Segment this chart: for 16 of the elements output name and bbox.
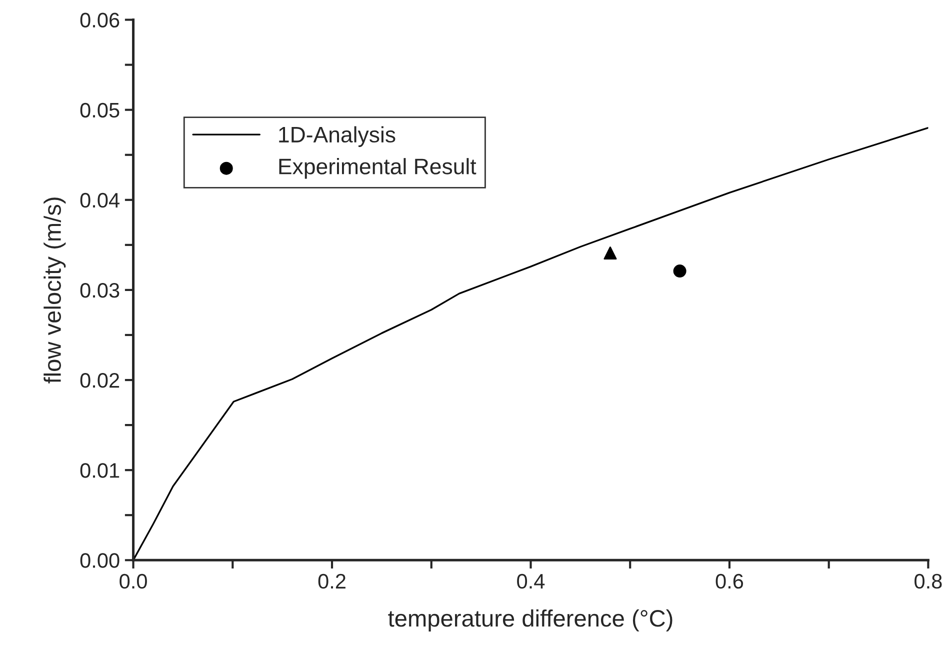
y-tick-label: 0.06 [80, 12, 120, 28]
y-tick-label: 0.05 [80, 102, 120, 118]
y-tick-label: 0.02 [80, 373, 120, 388]
y-axis-title: flow velocity (m/s) [44, 198, 66, 384]
x-tick-label: 0.8 [914, 574, 942, 589]
y-tick-label: 0.00 [80, 553, 120, 568]
x-tick-label: 0.4 [517, 574, 545, 589]
y-tick-label: 0.04 [80, 192, 120, 208]
y-tick-label: 0.03 [80, 282, 120, 298]
x-tick-label: 0.6 [716, 574, 744, 589]
x-tick-label: 0.2 [318, 574, 346, 589]
x-tick-label: 0.0 [120, 574, 147, 589]
y-tick-label: 0.01 [80, 463, 120, 478]
x-axis-title: temperature difference (°C) [388, 609, 672, 632]
legend-label: 1D-Analysis [279, 126, 396, 147]
legend-label: Experimental Result [279, 158, 476, 179]
